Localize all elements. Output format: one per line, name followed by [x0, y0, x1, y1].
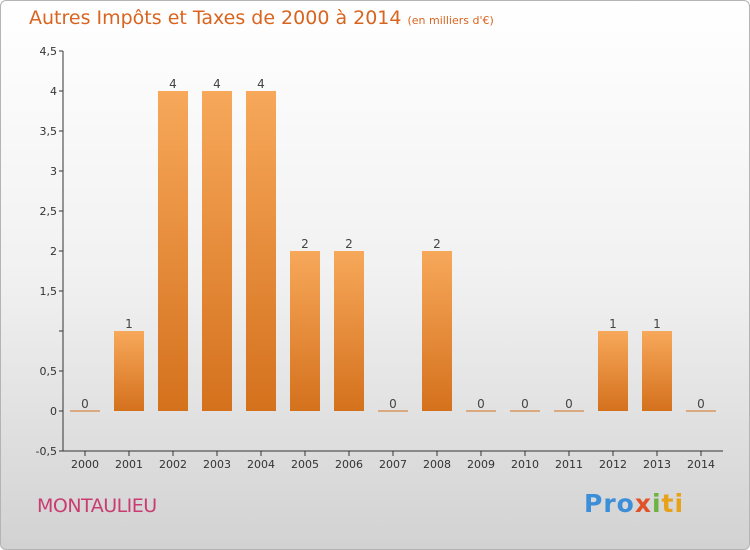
bar-2003	[202, 91, 232, 411]
y-tick-label-1: 0	[50, 405, 57, 418]
chart-title-text: Autres Impôts et Taxes de 2000 à 2014	[29, 7, 402, 29]
data-label-2014: 0	[697, 397, 705, 411]
data-label-2010: 0	[521, 397, 529, 411]
place-name: MONTAULIEU	[37, 495, 157, 517]
data-label-2012: 1	[609, 317, 617, 331]
logo-part-3: i	[651, 489, 662, 518]
data-label-2003: 4	[213, 77, 221, 91]
y-tick-label-0: -0,5	[36, 445, 57, 458]
bar-2012	[598, 331, 628, 411]
y-tick-label-4: 1,5	[40, 285, 58, 298]
logo-part-4: ti	[661, 489, 685, 518]
bar-2008	[422, 251, 452, 411]
data-label-2004: 4	[257, 77, 265, 91]
logo-part-1: Pro	[584, 489, 635, 518]
logo-part-2: x	[634, 489, 652, 518]
bar-2009	[466, 410, 496, 412]
y-tick-label-5: 2	[50, 245, 57, 258]
x-tick-label-2010: 2010	[511, 458, 539, 471]
bar-2013	[642, 331, 672, 411]
y-tick-label-9: 4	[50, 85, 57, 98]
y-tick-label-10: 4,5	[40, 45, 58, 58]
x-tick-label-2003: 2003	[203, 458, 231, 471]
data-label-2005: 2	[301, 237, 309, 251]
bar-2006	[334, 251, 364, 411]
bar-2001	[114, 331, 144, 411]
bar-2010	[510, 410, 540, 412]
x-tick-label-2004: 2004	[247, 458, 275, 471]
data-label-2011: 0	[565, 397, 573, 411]
x-tick-label-2013: 2013	[643, 458, 671, 471]
data-label-2009: 0	[477, 397, 485, 411]
data-label-2013: 1	[653, 317, 661, 331]
bar-2005	[290, 251, 320, 411]
x-tick-label-2008: 2008	[423, 458, 451, 471]
x-tick-label-2014: 2014	[687, 458, 715, 471]
data-label-2006: 2	[345, 237, 353, 251]
x-tick-label-2002: 2002	[159, 458, 187, 471]
bar-2002	[158, 91, 188, 411]
data-label-2002: 4	[169, 77, 177, 91]
proxiti-logo: Proxiti	[584, 489, 684, 518]
x-tick-label-2007: 2007	[379, 458, 407, 471]
bar-2004	[246, 91, 276, 411]
x-tick-label-2011: 2011	[555, 458, 583, 471]
x-tick-label-2009: 2009	[467, 458, 495, 471]
x-tick-label-2005: 2005	[291, 458, 319, 471]
y-tick-label-8: 3,5	[40, 125, 58, 138]
bar-2014	[686, 410, 716, 412]
y-tick-label-6: 2,5	[40, 205, 58, 218]
bar-2011	[554, 410, 584, 412]
bar-2007	[378, 410, 408, 412]
bar-2000	[70, 410, 100, 412]
data-label-2007: 0	[389, 397, 397, 411]
x-tick-label-2006: 2006	[335, 458, 363, 471]
data-label-2001: 1	[125, 317, 133, 331]
data-label-2000: 0	[81, 397, 89, 411]
chart-unit: (en milliers d'€)	[407, 14, 494, 27]
y-tick-label-7: 3	[50, 165, 57, 178]
x-tick-label-2001: 2001	[115, 458, 143, 471]
x-tick-label-2012: 2012	[599, 458, 627, 471]
y-tick-label-2: 0,5	[40, 365, 58, 378]
chart-title: Autres Impôts et Taxes de 2000 à 2014 (en…	[29, 7, 494, 29]
data-label-2008: 2	[433, 237, 441, 251]
x-tick-label-2000: 2000	[71, 458, 99, 471]
